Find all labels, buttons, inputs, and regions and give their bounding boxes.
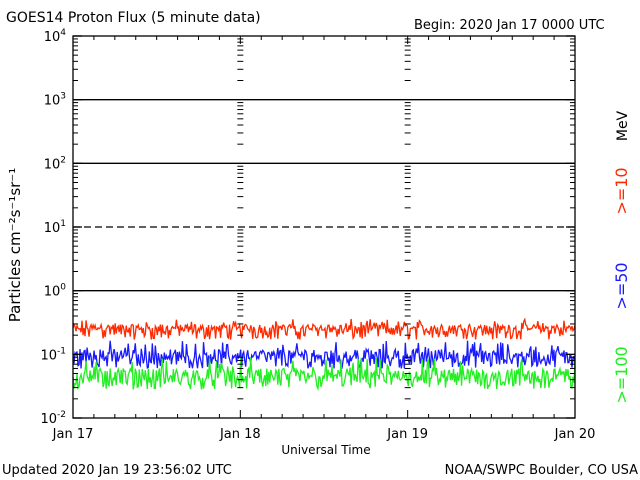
legend-ge10: >=10 <box>612 167 631 214</box>
updated-label: Updated 2020 Jan 19 23:56:02 UTC <box>2 463 232 478</box>
y-tick-label: 103 <box>44 92 66 109</box>
legend: MeV >=10 >=50 >=100 <box>612 110 631 403</box>
y-tick-label: 100 <box>44 283 67 300</box>
y-tick-label: 10-2 <box>40 410 66 427</box>
y-tick-label: 101 <box>44 219 66 236</box>
x-tick-label: Jan 19 <box>386 427 428 442</box>
x-tick-label: Jan 18 <box>219 427 261 442</box>
series-line-1 <box>72 340 576 369</box>
y-tick-label: 102 <box>44 155 66 172</box>
credit-label: NOAA/SWPC Boulder, CO USA <box>445 463 638 478</box>
y-axis-label: Particles cm⁻²s⁻¹sr⁻¹ <box>6 168 24 322</box>
x-tick-label: Jan 20 <box>554 427 596 442</box>
legend-ge50: >=50 <box>612 262 631 309</box>
legend-unit: MeV <box>615 110 631 141</box>
chart-title: GOES14 Proton Flux (5 minute data) <box>6 10 261 26</box>
y-tick-label: 10-1 <box>40 346 66 363</box>
x-tick-label: Jan 17 <box>52 427 94 442</box>
series-line-0 <box>72 317 576 341</box>
y-tick-label: 104 <box>44 28 67 45</box>
legend-ge100: >=100 <box>612 346 631 403</box>
x-axis-label: Universal Time <box>281 443 370 457</box>
series-line-2 <box>72 357 576 392</box>
begin-label: Begin: 2020 Jan 17 0000 UTC <box>414 18 605 33</box>
